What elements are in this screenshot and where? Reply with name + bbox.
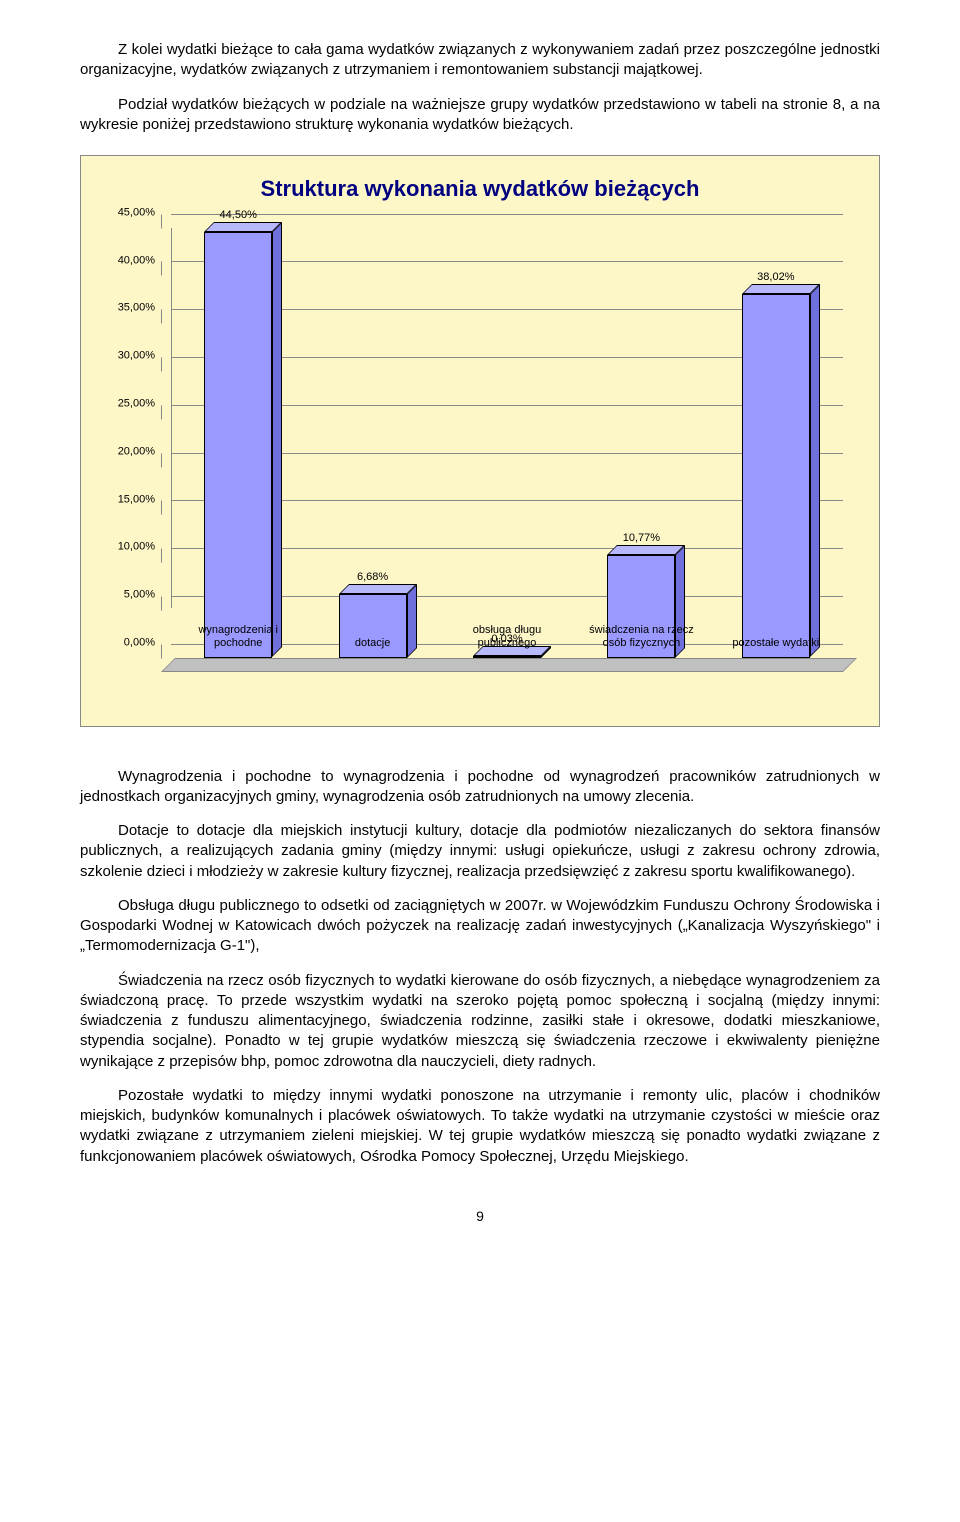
chart-xlabel: wynagrodzenia i pochodne [178,624,298,649]
chart-bar-slot: 0,03% obsługa długu publicznego [440,228,574,658]
chart-container: Struktura wykonania wydatków bieżących 0… [80,155,880,727]
chart-ylabel: 15,00% [105,492,155,507]
chart-xlabel: pozostałe wydatki [716,637,836,650]
chart-bars: 44,50%wynagrodzenia i pochodne 6,68% dotac… [171,228,843,658]
chart-floor [161,658,843,672]
chart-title: Struktura wykonania wydatków bieżących [105,174,855,204]
page-number: 9 [80,1207,880,1226]
chart-bar-front [204,232,272,657]
chart-bar-value-label: 44,50% [204,208,272,223]
chart-area: 0,00%5,00%10,00%15,00%20,00%25,00%30,00%… [161,228,843,708]
body-paragraph-1: Wynagrodzenia i pochodne to wynagrodzeni… [80,767,880,808]
chart-ylabel: 25,00% [105,397,155,412]
chart-bar: 44,50% [204,232,272,657]
body-paragraph-3: Obsługa długu publicznego to odsetki od … [80,896,880,957]
body-paragraph-5: Pozostałe wydatki to między innymi wydat… [80,1086,880,1167]
intro-paragraph-1: Z kolei wydatki bieżące to cała gama wyd… [80,40,880,81]
chart-xlabel: obsługa długu publicznego [447,624,567,649]
chart-ylabel: 35,00% [105,301,155,316]
body-paragraph-4: Świadczenia na rzecz osób fizycznych to … [80,971,880,1072]
chart-bar-top [204,222,282,232]
chart-ylabel: 30,00% [105,349,155,364]
chart-bar-slot: 10,77% świadczenia na rzecz osób fizyczny… [574,228,708,658]
chart-bar: 38,02% [742,294,810,657]
chart-bar-value-label: 6,68% [339,570,407,585]
chart-bar-value-label: 38,02% [742,270,810,285]
chart-bar-top [742,284,820,294]
chart-ylabel: 40,00% [105,253,155,268]
chart-bar-top [339,584,417,594]
chart-ylabel: 10,00% [105,540,155,555]
chart-bar-side [272,222,282,657]
chart-floor-shape [161,658,857,672]
chart-xlabel: świadczenia na rzecz osób fizycznych [581,624,701,649]
chart-bar-slot: 38,02%pozostałe wydatki [709,228,843,658]
chart-bar-front [742,294,810,657]
intro-paragraph-2: Podział wydatków bieżących w podziale na… [80,95,880,136]
chart-ylabel: 0,00% [105,635,155,650]
chart-bar: 0,03% [473,656,541,658]
chart-ylabel: 5,00% [105,588,155,603]
chart-bar-top [607,545,685,555]
chart-bar-slot: 44,50%wynagrodzenia i pochodne [171,228,305,658]
chart-bar-slot: 6,68% dotacje [305,228,439,658]
chart-ylabel: 20,00% [105,444,155,459]
chart-ylabel: 45,00% [105,205,155,220]
chart-bar-value-label: 10,77% [607,531,675,546]
chart-bar-side [810,284,820,657]
chart-xlabel: dotacje [313,637,433,650]
body-paragraph-2: Dotacje to dotacje dla miejskich instytu… [80,821,880,882]
